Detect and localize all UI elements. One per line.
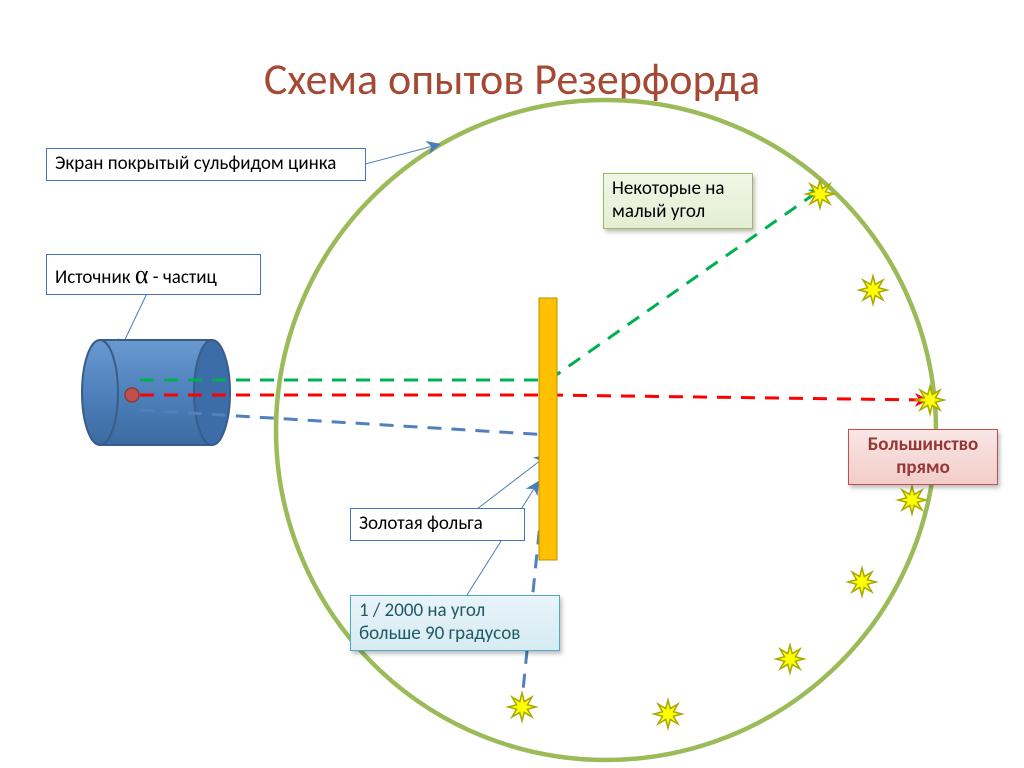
label-source-post: - частиц <box>148 266 216 289</box>
label-foil: Золотая фольга <box>350 508 525 541</box>
label-source: Источник α - частиц <box>46 254 261 295</box>
label-small-angle-text: Некоторые на малый угол <box>612 177 725 223</box>
label-straight: Большинство прямо <box>848 429 998 485</box>
label-screen-text: Экран покрытый сульфидом цинка <box>55 152 336 175</box>
label-screen: Экран покрытый сульфидом цинка <box>46 148 366 181</box>
label-source-pre: Источник <box>55 266 135 289</box>
label-back-text: 1 / 2000 на угол больше 90 градусов <box>359 599 520 645</box>
label-straight-text: Большинство прямо <box>868 433 979 479</box>
label-back-scatter: 1 / 2000 на угол больше 90 градусов <box>350 595 560 651</box>
label-alpha: α <box>135 260 149 289</box>
diagram-svg <box>0 0 1024 768</box>
label-foil-text: Золотая фольга <box>359 512 483 535</box>
label-small-angle: Некоторые на малый угол <box>603 173 753 229</box>
